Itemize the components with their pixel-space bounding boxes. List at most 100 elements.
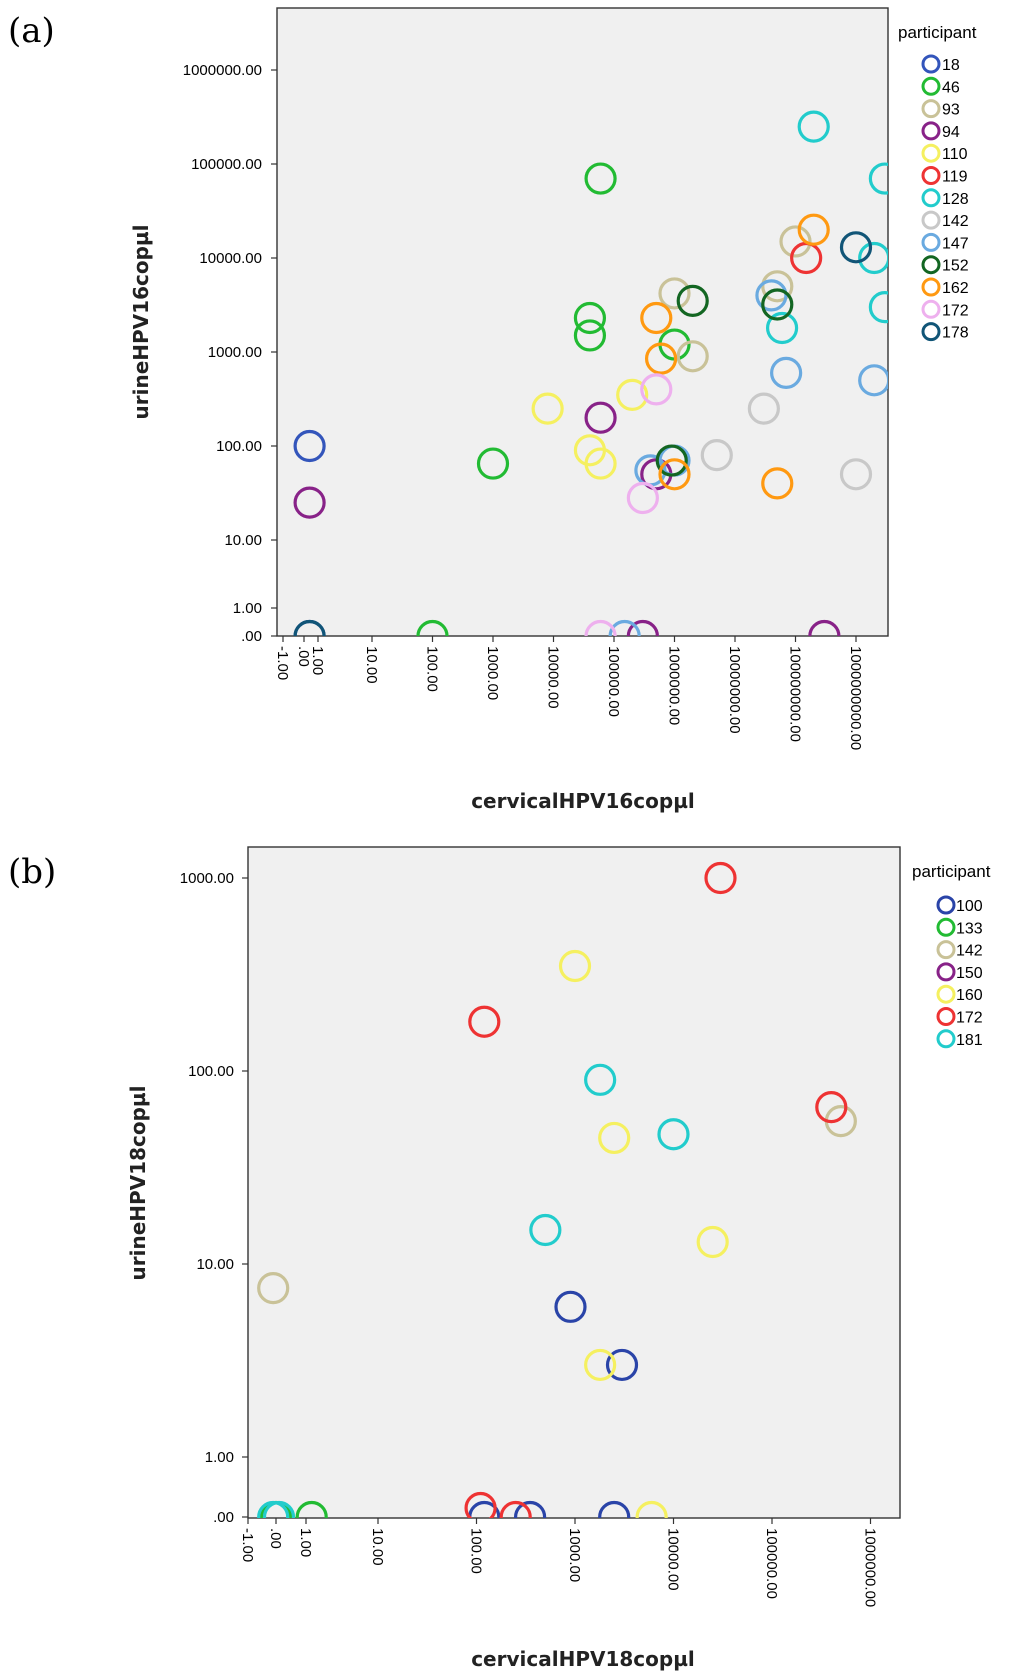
data-point-participant-152 (761, 288, 794, 321)
legend-label: 172 (942, 302, 969, 319)
data-point-participant-147 (608, 619, 641, 636)
data-point-participant-181 (262, 1500, 296, 1518)
y-tick-label: 10000.00 (199, 250, 262, 267)
legend-label: 142 (942, 213, 969, 230)
data-point-participant-133 (295, 1500, 328, 1518)
y-tick-label: 1000000.00 (183, 62, 262, 79)
data-point-participant-181 (584, 1063, 617, 1096)
x-tick-label: 100.00 (468, 1528, 485, 1574)
data-point-participant-172 (640, 373, 673, 406)
data-point-participant-147 (755, 279, 788, 312)
legend-label: 152 (942, 258, 969, 275)
x-axis-title: cervicalHPV16copµl (471, 789, 695, 813)
legend-label: 93 (942, 102, 960, 119)
data-point-participant-93 (779, 225, 812, 258)
x-tick-label: 10000000.00 (726, 646, 743, 734)
legend-marker (921, 99, 941, 119)
data-points (293, 110, 888, 636)
legend-marker (921, 255, 941, 275)
data-point-participant-110 (584, 447, 617, 480)
x-tick-label: 1000000.00 (666, 646, 683, 725)
data-point-participant-128 (868, 162, 888, 195)
x-tick-label: 1.00 (297, 1528, 314, 1557)
legend-marker (936, 1007, 956, 1026)
y-tick-label: 100000.00 (191, 156, 262, 173)
panel-label: (b) (8, 852, 56, 892)
data-point-participant-94 (293, 486, 326, 519)
x-tick-label: 1.00 (309, 646, 326, 675)
legend-label: 181 (956, 1032, 983, 1049)
x-tick-label: 1000.00 (566, 1528, 583, 1582)
x-tick-label: -1.00 (239, 1528, 256, 1562)
data-point-participant-142 (839, 458, 873, 491)
y-tick-label: 100.00 (188, 1063, 234, 1080)
legend-label: 147 (942, 235, 969, 252)
legend-marker (936, 917, 956, 937)
data-point-participant-46 (476, 447, 510, 480)
y-axis-title: urineHPV18copµl (126, 1086, 150, 1281)
legend-marker (936, 1029, 956, 1049)
data-point-participant-100 (513, 1500, 547, 1518)
x-tick-label: 1000000000.00 (847, 646, 864, 750)
y-axis-title: urineHPV16copµl (129, 225, 153, 420)
legend-label: 94 (942, 124, 960, 141)
y-tick-label: 1000.00 (180, 870, 234, 887)
x-tick-label: 10000.00 (665, 1528, 682, 1591)
data-point-participant-172 (626, 481, 659, 515)
data-point-participant-128 (858, 241, 888, 275)
data-point-participant-18 (293, 429, 326, 463)
data-point-participant-162 (797, 213, 830, 246)
x-tick-label: 100.00 (424, 646, 441, 692)
data-point-participant-162 (644, 342, 678, 375)
y-tick-label: 1000.00 (208, 344, 262, 361)
legend-marker (921, 166, 941, 185)
data-point-participant-46 (573, 319, 607, 352)
data-point-participant-172 (468, 1005, 501, 1038)
legend-marker (936, 962, 956, 982)
data-point-participant-152 (676, 284, 709, 317)
x-tick-label: 10000.00 (545, 646, 562, 709)
x-tick-label: 1000000.00 (862, 1528, 879, 1607)
data-point-participant-160 (584, 1348, 617, 1382)
legend-label: 172 (956, 1010, 983, 1027)
data-point-participant-172 (704, 861, 737, 895)
y-tick-label: 100.00 (216, 438, 262, 455)
legend-label: 100 (956, 898, 983, 915)
data-point-participant-181 (657, 1118, 690, 1151)
x-tick-label: 10.00 (363, 646, 380, 684)
legend-label: 133 (956, 920, 983, 937)
panel-label: (a) (8, 11, 55, 51)
data-point-participant-110 (531, 392, 564, 425)
y-tick-label: .00 (241, 628, 262, 645)
y-tick-label: 10.00 (224, 532, 262, 549)
data-point-participant-178 (839, 231, 873, 264)
data-point-participant-93 (658, 277, 691, 310)
legend-marker (921, 299, 941, 319)
data-point-participant-128 (797, 110, 830, 143)
y-tick-label: .00 (213, 1509, 234, 1526)
data-point-participant-93 (761, 270, 794, 303)
data-point-participant-142 (747, 392, 780, 425)
x-tick-label: .00 (267, 1528, 284, 1549)
legend-marker (936, 984, 956, 1004)
data-point-participant-110 (616, 378, 649, 411)
legend: participant 18 46 93 94 110 119 128 142 147 152 162… (898, 23, 977, 342)
x-tick-label: 100000000.00 (787, 646, 804, 742)
legend-label: 128 (942, 191, 969, 208)
data-point-participant-162 (658, 458, 691, 491)
data-point-participant-172 (499, 1500, 532, 1518)
data-point-participant-178 (293, 619, 326, 636)
y-tick-label: 1.00 (233, 600, 262, 617)
data-point-participant-147 (770, 356, 803, 389)
data-point-participant-46 (416, 619, 449, 636)
data-point-participant-94 (808, 619, 841, 636)
data-point-participant-162 (640, 301, 673, 335)
legend-marker (921, 232, 941, 252)
data-points (257, 861, 857, 1518)
legend-label: 142 (956, 943, 983, 960)
legend-marker (921, 121, 941, 141)
data-point-participant-160 (696, 1225, 729, 1259)
legend-title: participant (912, 862, 991, 881)
data-point-participant-46 (573, 301, 607, 335)
legend-label: 18 (942, 57, 960, 74)
